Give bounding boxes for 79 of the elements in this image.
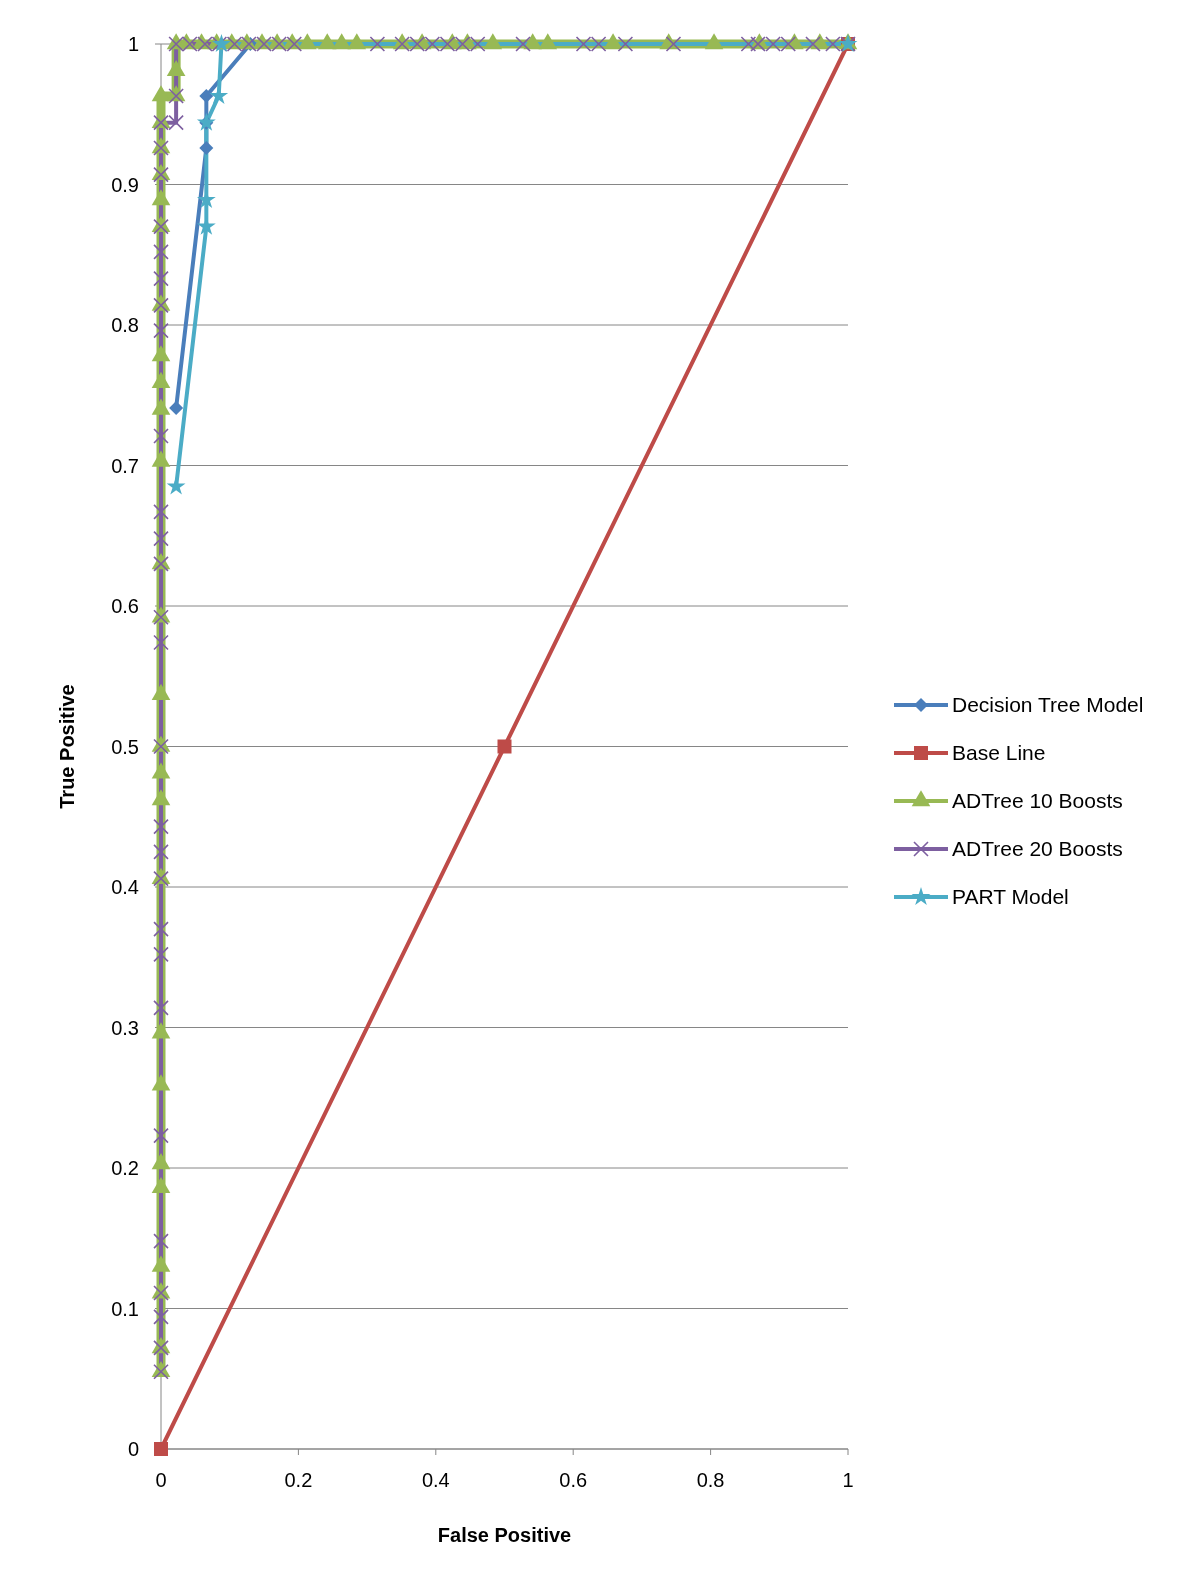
point <box>805 36 821 52</box>
point <box>197 36 213 52</box>
x-axis-title: False Positive <box>437 1524 572 1546</box>
point <box>271 36 287 52</box>
point <box>169 400 184 415</box>
point <box>590 36 607 52</box>
point <box>439 36 456 52</box>
legend-label: PART Model <box>952 885 1069 909</box>
point <box>424 36 441 52</box>
point <box>483 33 503 50</box>
y-tick-label: 0.1 <box>111 1297 139 1320</box>
point <box>199 88 214 103</box>
legend-label: Decision Tree Model <box>952 693 1144 717</box>
point <box>409 36 426 52</box>
point <box>317 33 337 50</box>
legend-label: Base Line <box>952 741 1046 765</box>
point <box>665 36 682 52</box>
point <box>765 36 781 52</box>
point <box>575 36 592 52</box>
point <box>515 36 531 52</box>
point <box>153 270 169 287</box>
y-tick-label: 0.3 <box>111 1016 139 1039</box>
point <box>168 114 184 131</box>
point <box>153 244 169 260</box>
point <box>469 36 486 52</box>
y-tick-label: 0 <box>127 1438 139 1460</box>
point <box>153 946 169 963</box>
point <box>369 36 386 52</box>
point <box>153 921 169 937</box>
point <box>153 428 169 444</box>
point <box>153 818 169 835</box>
y-tick-label: 0.8 <box>111 314 139 336</box>
point <box>298 33 317 50</box>
point <box>256 36 272 52</box>
y-tick-label: 0.4 <box>111 876 139 898</box>
point <box>154 1442 168 1456</box>
point <box>825 36 841 52</box>
point <box>153 844 169 860</box>
point <box>603 33 623 50</box>
point <box>286 36 303 52</box>
point <box>454 36 471 52</box>
point <box>226 36 243 52</box>
point <box>704 33 724 50</box>
y-tick-label: 0.7 <box>111 454 139 477</box>
point <box>153 1000 169 1016</box>
point <box>182 36 198 52</box>
point <box>780 36 797 52</box>
y-tick-label: 0.9 <box>111 173 139 196</box>
point <box>151 345 171 362</box>
x-tick-label: 0.8 <box>696 1469 725 1491</box>
point <box>153 322 169 339</box>
x-tick-label: 0.6 <box>559 1469 588 1491</box>
point <box>166 59 186 77</box>
point <box>497 739 512 754</box>
x-tick-label: 1 <box>842 1469 854 1491</box>
point <box>153 1233 169 1249</box>
legend-label: ADTree 20 Boosts <box>952 837 1123 861</box>
point <box>617 36 634 52</box>
y-tick-label: 0.5 <box>111 735 139 758</box>
point <box>153 1309 169 1325</box>
x-tick-label: 0.4 <box>421 1469 450 1491</box>
point <box>199 140 214 155</box>
point <box>153 530 169 547</box>
x-tick-label: 0.2 <box>284 1469 313 1491</box>
point <box>538 33 558 50</box>
point <box>151 189 171 206</box>
legend-label: ADTree 10 Boosts <box>952 789 1123 813</box>
y-tick-label: 0.6 <box>111 595 139 617</box>
point <box>153 1127 169 1144</box>
point <box>151 85 171 102</box>
y-tick-label: 1 <box>127 33 139 55</box>
point <box>153 634 169 651</box>
point <box>332 33 351 50</box>
point <box>153 504 169 520</box>
x-tick-label: 0 <box>155 1469 167 1491</box>
y-tick-label: 0.2 <box>111 1157 139 1179</box>
y-axis-title: True Positive <box>56 684 78 809</box>
point <box>347 33 367 50</box>
point <box>740 36 757 52</box>
